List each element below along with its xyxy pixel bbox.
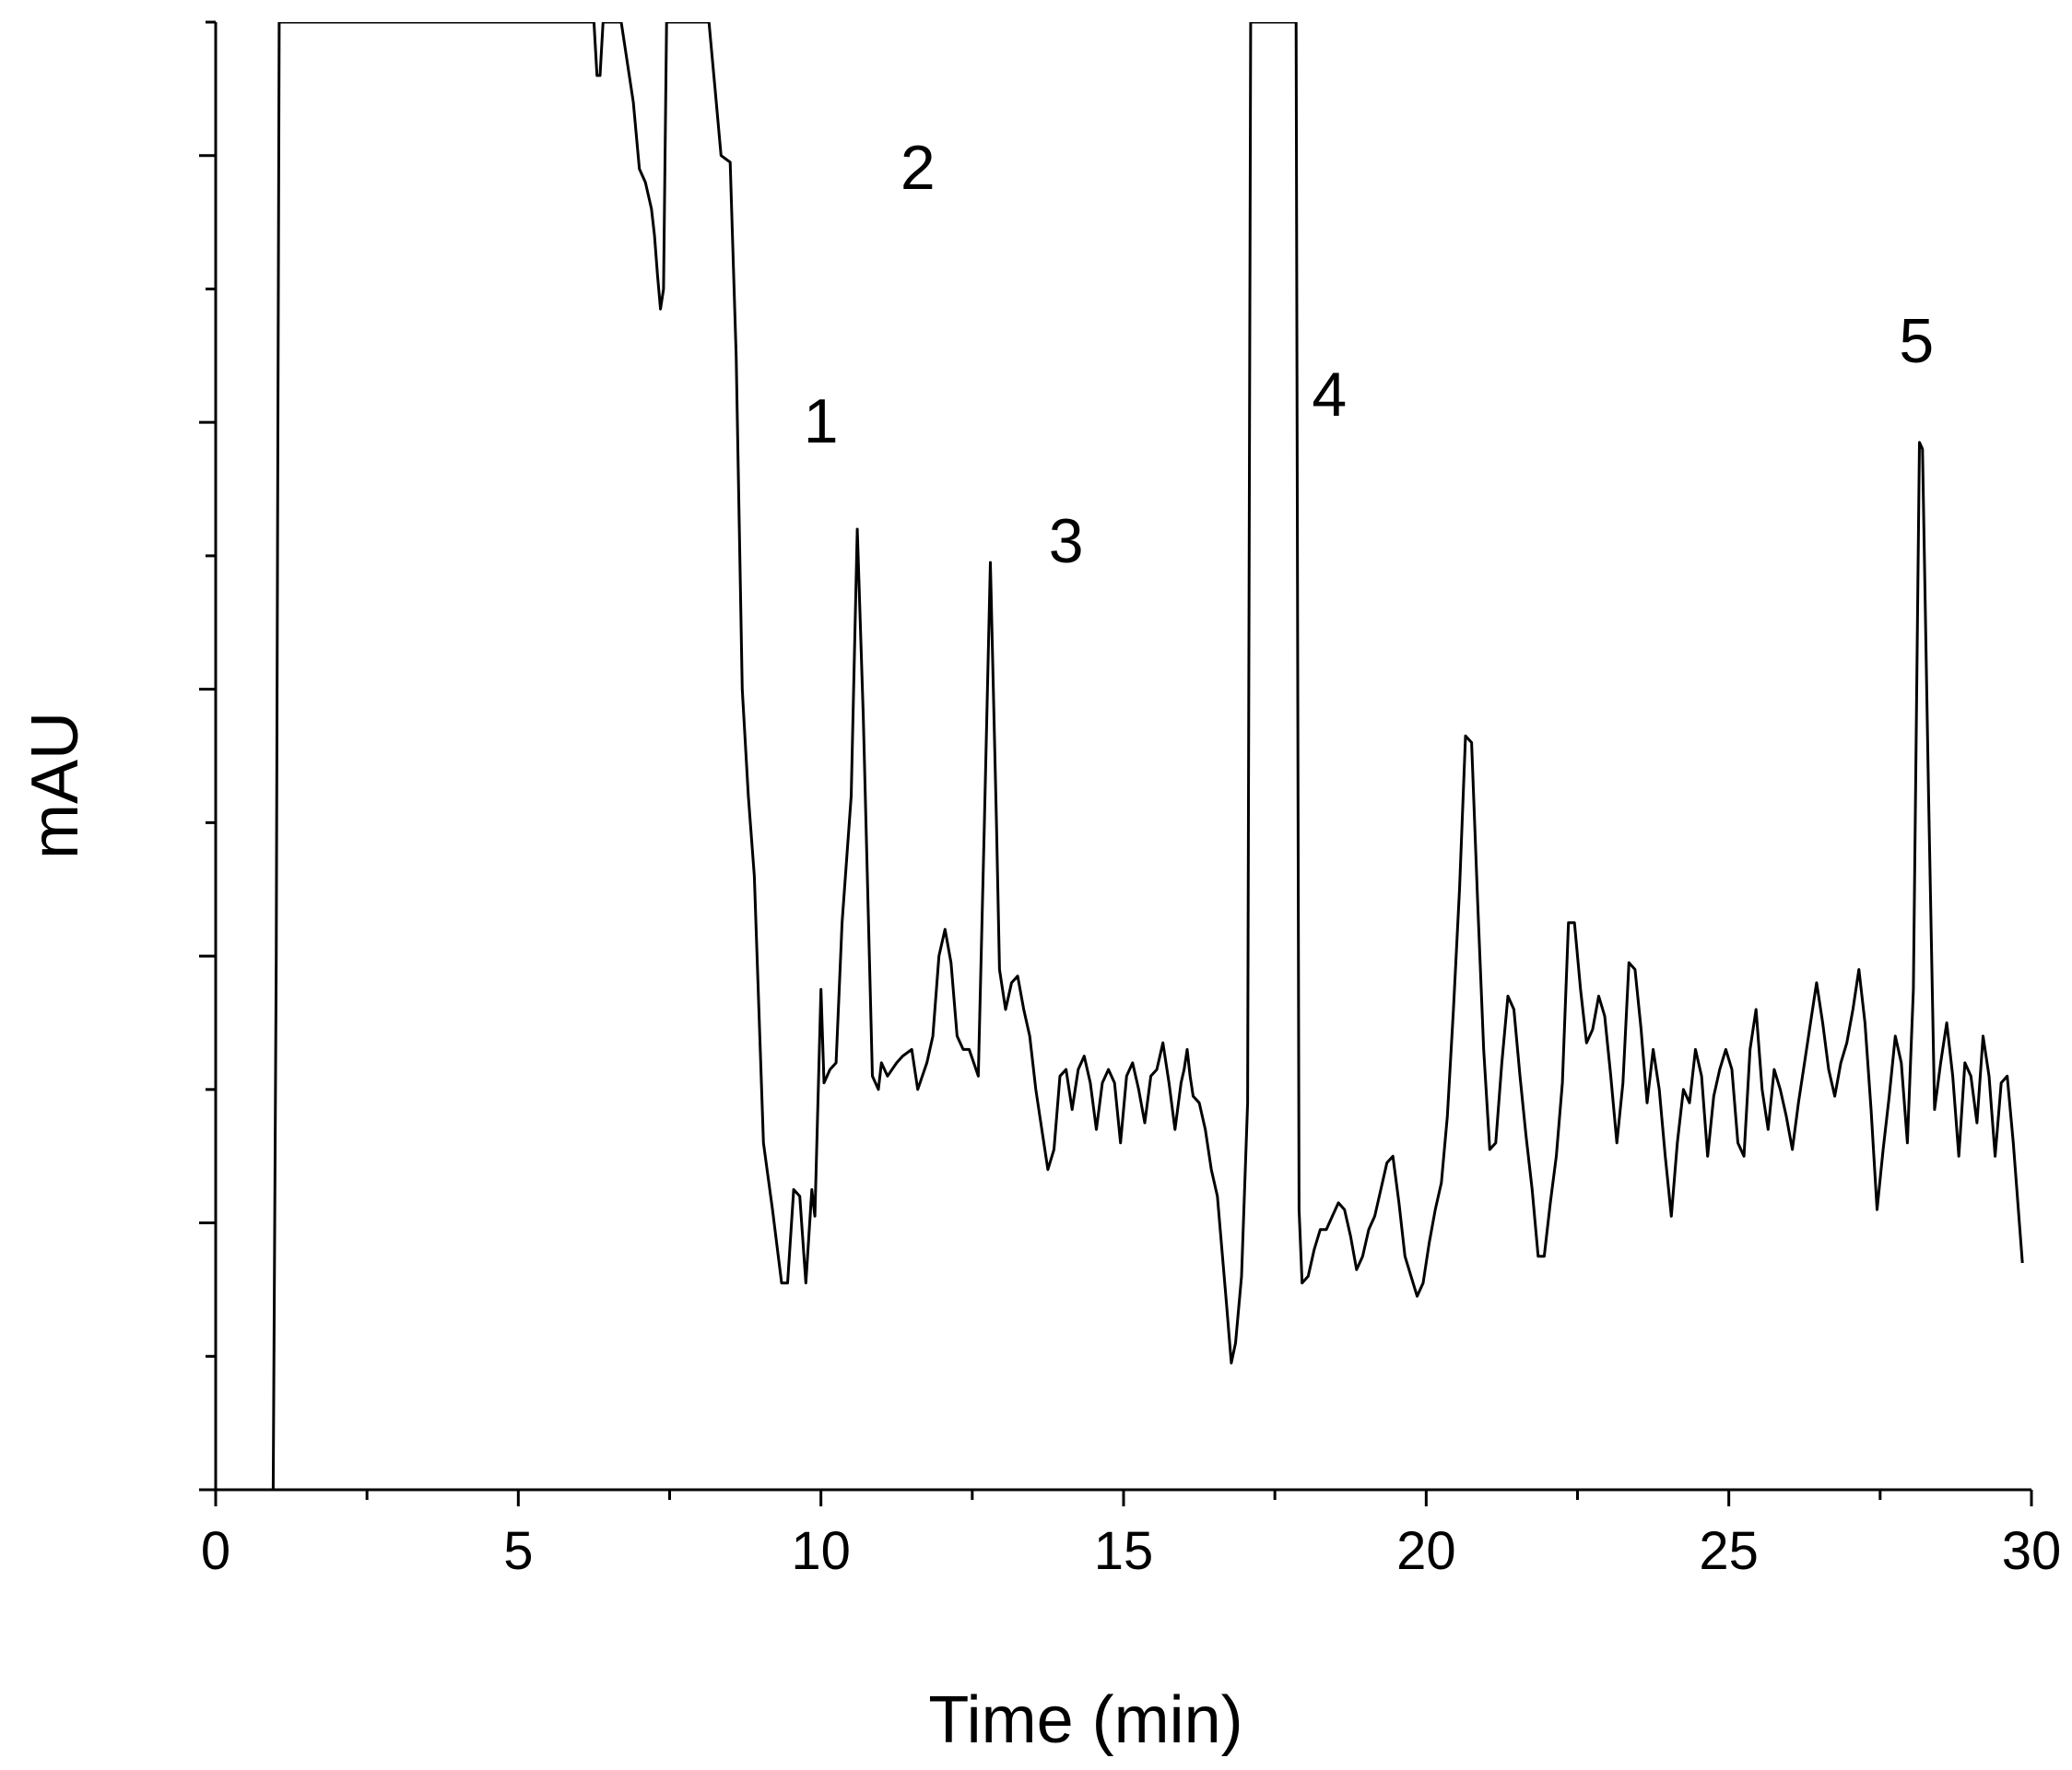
peak-label-1: 1 — [804, 386, 839, 456]
peak-label-3: 3 — [1049, 506, 1084, 576]
peak-label-4: 4 — [1312, 360, 1347, 430]
x-tick-label: 5 — [503, 1521, 533, 1581]
chart-data-layer — [271, 22, 2024, 1490]
x-tick-label: 10 — [791, 1521, 851, 1581]
x-tick-label: 15 — [1094, 1521, 1154, 1581]
x-tick-label: 25 — [1699, 1521, 1759, 1581]
chart-axes: 0 5 10 15 20 25 30 — [199, 20, 2062, 1581]
chart-labels: 1 2 3 4 5 — [804, 133, 1934, 576]
x-tick-label: 0 — [201, 1521, 230, 1581]
x-axis-title: Time (min) — [928, 1683, 1242, 1757]
y-axis-title: mAU — [18, 712, 92, 859]
x-tick-label: 30 — [2002, 1521, 2062, 1581]
peak-label-2: 2 — [901, 133, 936, 203]
peak-label-5: 5 — [1899, 306, 1934, 376]
x-tick-label: 20 — [1396, 1521, 1456, 1581]
chromatogram-trace-0 — [271, 22, 2024, 1490]
